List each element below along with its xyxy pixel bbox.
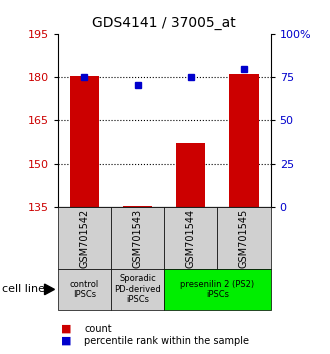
Bar: [70, 75, 99, 207]
Text: control
IPSCs: control IPSCs: [70, 280, 99, 299]
Text: GSM701542: GSM701542: [79, 209, 89, 268]
Text: GSM701545: GSM701545: [239, 209, 249, 268]
Bar: [229, 74, 259, 207]
Text: GSM701544: GSM701544: [186, 209, 196, 268]
Bar: [176, 143, 205, 207]
Text: percentile rank within the sample: percentile rank within the sample: [84, 336, 249, 346]
Bar: [123, 206, 152, 207]
Text: GSM701543: GSM701543: [133, 209, 143, 268]
Text: count: count: [84, 324, 112, 333]
Text: presenilin 2 (PS2)
iPSCs: presenilin 2 (PS2) iPSCs: [180, 280, 254, 299]
Title: GDS4141 / 37005_at: GDS4141 / 37005_at: [92, 16, 236, 30]
Text: Sporadic
PD-derived
iPSCs: Sporadic PD-derived iPSCs: [114, 274, 161, 304]
Text: ■: ■: [61, 324, 72, 333]
Text: cell line: cell line: [2, 284, 45, 295]
Text: ■: ■: [61, 336, 72, 346]
